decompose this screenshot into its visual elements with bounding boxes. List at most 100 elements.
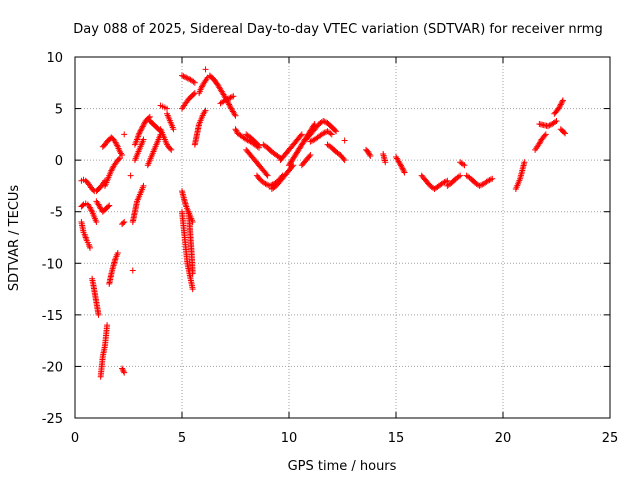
data-point [555,105,562,112]
data-point [140,182,147,189]
data-point [266,182,273,189]
data-point [113,140,120,147]
data-point [95,311,102,318]
data-point [232,126,239,133]
data-point [140,122,147,129]
data-point [180,73,187,80]
data-point [104,322,111,329]
data-point [366,151,373,158]
data-point [455,173,462,180]
data-point [365,148,372,155]
y-tick-label: -15 [42,309,63,324]
data-point [120,368,127,375]
data-point [226,95,233,102]
data-point [297,132,304,139]
data-point [189,286,196,293]
data-point [243,136,250,143]
data-point [189,270,196,277]
data-point [179,72,185,79]
data-point [487,176,494,183]
data-point [87,205,94,212]
data-point [226,101,233,108]
x-tick-label: 15 [388,431,405,446]
data-point [477,182,484,189]
data-point [114,142,121,149]
data-point [461,162,468,169]
data-point [559,98,566,105]
data-point [164,105,171,112]
data-point [198,83,205,90]
data-point [397,162,404,169]
data-point [93,219,100,226]
data-point [183,74,190,81]
data-point [333,128,340,135]
data-point [486,177,493,184]
x-tick-label: 20 [495,431,512,446]
data-point [489,175,496,182]
data-point [121,219,128,226]
x-tick-label: 5 [178,431,186,446]
data-point [307,151,314,158]
data-point [119,365,126,372]
data-point [542,131,549,138]
data-point [119,151,126,158]
data-point [109,166,116,173]
data-point [332,127,339,134]
data-point [86,204,93,211]
data-point [399,165,406,172]
data-point [557,102,564,109]
data-point [190,78,197,85]
data-point [254,141,261,148]
data-point [476,182,483,189]
data-point [121,369,128,376]
data-point [137,127,144,134]
data-point [457,172,464,179]
data-point [320,130,327,137]
plot-frame [74,56,611,419]
data-point [263,171,270,178]
data-point [233,127,240,134]
data-point [119,366,126,373]
data-point [136,130,143,137]
x-tick-label: 25 [602,431,619,446]
data-point [556,104,563,111]
data-point [121,131,128,138]
data-point [198,84,205,91]
data-point [441,179,448,186]
data-point [307,138,314,145]
y-tick-label: 5 [55,103,63,118]
data-point [139,123,146,130]
x-axis-label: GPS time / hours [288,459,397,474]
data-point [552,118,559,125]
data-point [170,126,177,133]
data-point [553,117,560,124]
data-point [327,130,334,137]
data-point [181,73,188,80]
data-point [401,169,408,176]
data-point [341,137,348,144]
data-point [141,120,148,127]
chart-title: Day 088 of 2025, Sidereal Day-to-day VTE… [73,22,602,37]
y-tick-label: -5 [50,206,63,221]
data-point [106,202,113,209]
y-tick-label: -25 [42,412,63,427]
data-point [224,95,231,102]
data-point [226,102,233,109]
data-point [138,126,145,133]
data-point [223,96,230,103]
data-points [78,66,569,380]
data-point [320,117,327,124]
y-tick-label: -20 [42,360,63,375]
data-point [444,177,451,184]
data-point [442,178,449,185]
data-point [112,139,119,146]
data-point [262,180,269,187]
data-point [129,267,136,274]
data-point [120,220,127,227]
data-point [108,167,115,174]
data-point [485,177,492,184]
data-point [140,136,147,143]
data-point [306,153,313,160]
data-point [367,153,374,160]
